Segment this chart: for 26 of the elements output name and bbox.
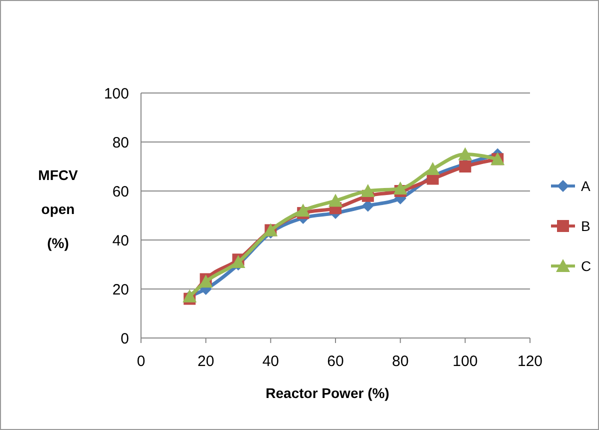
y-tick-label: 20 — [112, 281, 129, 298]
point — [393, 182, 408, 195]
legend-label: B — [581, 218, 590, 234]
legend-label: C — [581, 258, 592, 274]
x-tick-label: 40 — [262, 353, 280, 370]
x-tick-label: 20 — [197, 353, 214, 370]
y-tick-label: 60 — [112, 183, 129, 200]
point — [459, 160, 472, 172]
text: MFCV open (%) — [38, 167, 78, 251]
point — [458, 147, 472, 160]
x-tick-label: 80 — [392, 353, 409, 370]
x-tick-label: 120 — [517, 353, 543, 370]
y-tick-label: 40 — [112, 232, 129, 250]
x-axis-title: Reactor Power (%) — [266, 385, 390, 401]
point — [426, 162, 440, 175]
y-tick-label: 80 — [112, 134, 129, 152]
legend-label: A — [581, 178, 591, 194]
point — [328, 194, 342, 207]
x-tick-label: 0 — [136, 353, 146, 370]
point — [296, 204, 310, 217]
y-tick-label: 0 — [120, 330, 129, 348]
point — [231, 255, 246, 268]
point — [360, 184, 375, 197]
x-tick-label: 60 — [327, 353, 344, 370]
x-tick-label: 100 — [452, 353, 478, 370]
y-tick-label: 100 — [104, 85, 129, 102]
